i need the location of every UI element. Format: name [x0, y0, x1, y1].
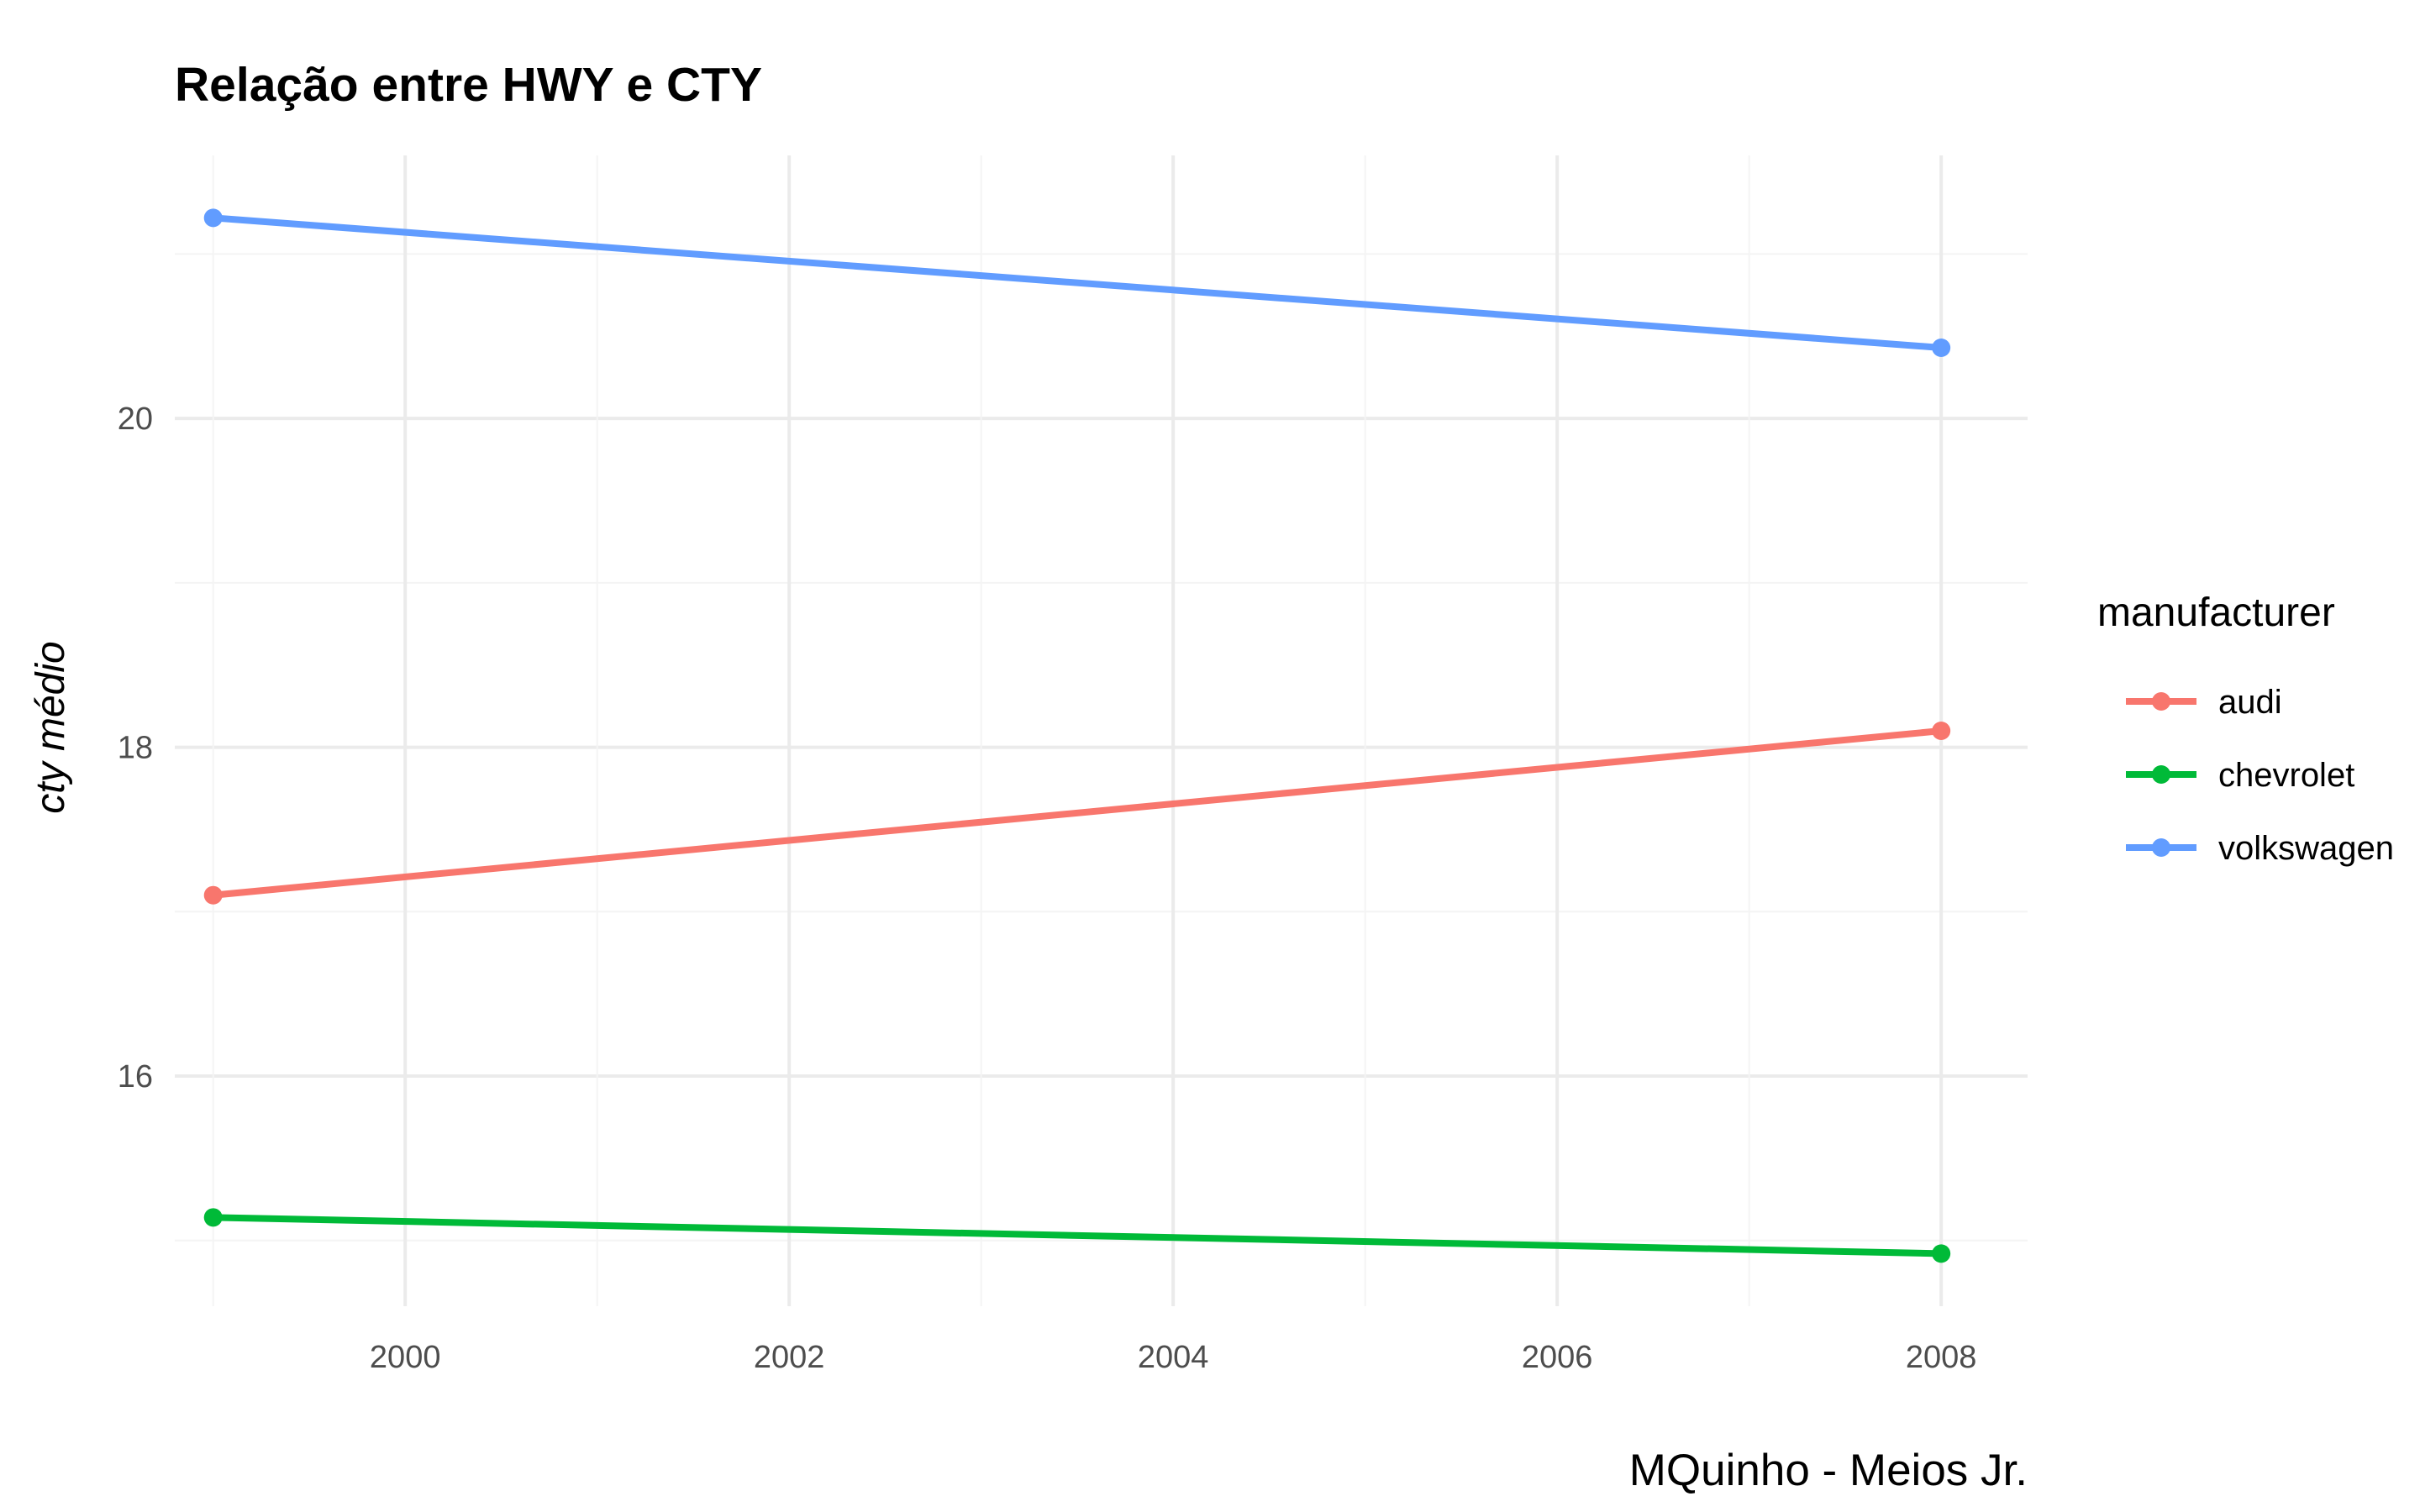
x-tick-label: 2008 — [1906, 1340, 1977, 1375]
legend-item-volkswagen: volkswagen — [2126, 830, 2394, 867]
chart-caption: MQuinho - Meios Jr. — [1629, 1446, 2028, 1495]
data-point — [203, 885, 223, 905]
y-tick-label: 18 — [118, 731, 153, 766]
series-line — [213, 727, 1942, 899]
y-axis-ticks: 16 18 20 — [118, 402, 153, 1095]
x-axis-ticks: 2000 2002 2004 2006 2008 — [370, 1340, 1977, 1375]
x-tick-label: 2002 — [754, 1340, 825, 1375]
data-point — [203, 1208, 223, 1227]
legend-title: manufacturer — [2097, 591, 2335, 635]
data-point — [203, 208, 223, 228]
legend-label: chevrolet — [2218, 757, 2354, 794]
x-tick-label: 2006 — [1522, 1340, 1593, 1375]
series-volkswagen — [203, 208, 1951, 357]
series-chevrolet — [203, 1208, 1951, 1263]
chart-title: Relação entre HWY e CTY — [175, 58, 762, 112]
series-line — [213, 214, 1942, 351]
legend-item-audi: audi — [2126, 684, 2282, 721]
x-tick-label: 2000 — [370, 1340, 441, 1375]
legend-key-point — [2152, 765, 2170, 784]
series-lines — [203, 208, 1951, 1263]
data-point — [1932, 1244, 1951, 1263]
data-point — [1932, 338, 1951, 357]
legend-key-point — [2152, 692, 2170, 711]
y-axis-label: cty médio — [29, 641, 73, 813]
data-point — [1932, 722, 1951, 740]
series-line — [213, 1214, 1942, 1257]
x-tick-label: 2004 — [1138, 1340, 1209, 1375]
legend-key-point — [2152, 838, 2170, 857]
grid — [175, 155, 2028, 1306]
y-tick-label: 16 — [118, 1059, 153, 1095]
legend-label: audi — [2218, 684, 2282, 721]
legend-label: volkswagen — [2218, 830, 2394, 867]
legend: manufacturer audi chevrolet volkswagen — [2097, 591, 2394, 867]
series-audi — [203, 722, 1951, 905]
legend-item-chevrolet: chevrolet — [2126, 757, 2354, 794]
y-tick-label: 20 — [118, 402, 153, 437]
